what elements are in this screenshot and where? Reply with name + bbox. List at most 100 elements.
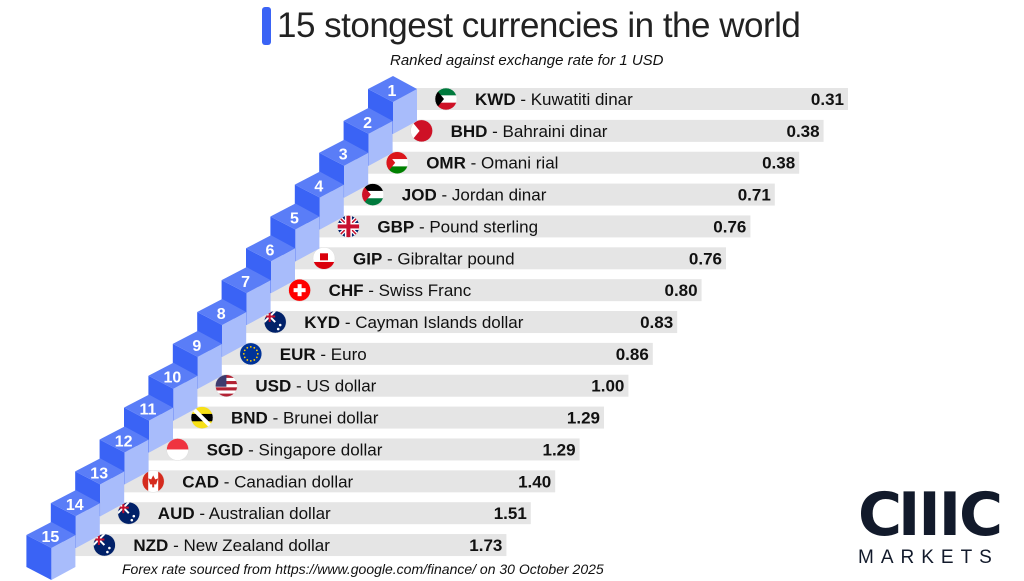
chart-title: 15 stongest currencies in the world — [277, 6, 801, 45]
rank-step: 15 — [26, 522, 76, 581]
bar — [326, 183, 775, 206]
gibraltar-flag-icon — [312, 247, 336, 270]
value-label: 0.80 — [665, 281, 698, 300]
bar — [278, 247, 726, 270]
currency-code: CHF — [329, 281, 364, 300]
currency-row: AUD - Australian dollar 1.51 — [82, 501, 531, 525]
currency-code: OMR — [426, 154, 466, 173]
currency-name: - Canadian dollar — [219, 472, 354, 491]
currency-name: - Brunei dollar — [268, 409, 379, 428]
bar — [180, 374, 629, 397]
rank-number: 12 — [115, 433, 133, 450]
bar — [82, 502, 531, 525]
currency-row: BND - Brunei dollar 1.29 — [156, 406, 604, 429]
value-label: 0.86 — [616, 345, 649, 364]
currency-label: USD - US dollar — [255, 377, 376, 396]
uk-flag-icon — [337, 215, 360, 238]
new-zealand-flag-icon — [93, 533, 116, 557]
currency-label: BND - Brunei dollar — [231, 409, 379, 428]
rank-number: 9 — [192, 338, 201, 355]
currency-row: KYD - Cayman Islands dollar 0.83 — [229, 310, 678, 334]
rank-number: 13 — [90, 465, 108, 482]
currency-code: CAD — [182, 472, 219, 491]
currency-name: - Gibraltar pound — [382, 249, 514, 268]
cayman-islands-flag-icon — [263, 310, 287, 334]
title-block: 15 stongest currencies in the world — [262, 6, 801, 46]
currency-label: KWD - Kuwatiti dinar — [475, 90, 633, 109]
currency-code: KWD — [475, 90, 516, 109]
currency-code: EUR — [280, 345, 316, 364]
currency-name: - New Zealand dollar — [168, 536, 330, 555]
currency-name: - Bahraini dinar — [487, 122, 607, 141]
brunei-flag-icon — [190, 406, 214, 429]
value-label: 0.83 — [640, 313, 673, 332]
switzerland-flag-icon — [288, 278, 311, 302]
rank-step: 9 — [172, 330, 222, 389]
jordan-flag-icon — [361, 183, 385, 206]
currency-code: GIP — [353, 249, 382, 268]
eu-flag-icon — [239, 342, 263, 366]
bar — [58, 534, 507, 557]
currency-label: NZD - New Zealand dollar — [133, 536, 330, 555]
currency-row: BHD - Bahraini dinar 0.38 — [375, 119, 824, 143]
bar — [253, 279, 702, 302]
kuwait-flag-icon — [434, 87, 458, 111]
rank-number: 10 — [164, 370, 182, 387]
currency-row: OMR - Omani rial 0.38 — [351, 151, 800, 174]
currency-row: EUR - Euro 0.86 — [204, 342, 653, 366]
value-label: 1.29 — [567, 409, 600, 428]
rank-number: 6 — [266, 242, 275, 259]
rank-number: 8 — [217, 306, 226, 323]
rank-number: 15 — [42, 529, 60, 546]
rank-step: 5 — [270, 203, 320, 262]
value-label: 0.31 — [811, 90, 844, 109]
value-label: 0.38 — [787, 122, 820, 141]
currency-row: NZD - New Zealand dollar 1.73 — [58, 533, 507, 557]
value-label: 1.73 — [469, 536, 502, 555]
currency-name: - Kuwatiti dinar — [516, 90, 633, 109]
australia-flag-icon — [117, 501, 141, 525]
currency-name: - Singapore dollar — [243, 440, 382, 459]
currency-row: JOD - Jordan dinar 0.71 — [326, 183, 775, 206]
chart-subtitle: Ranked against exchange rate for 1 USD — [390, 52, 664, 69]
currency-code: AUD — [158, 504, 195, 523]
cmc-markets-logo: CIIIC MARKETS — [858, 485, 1008, 569]
value-label: 1.40 — [518, 472, 551, 491]
rank-number: 7 — [241, 274, 250, 291]
rank-number: 5 — [290, 210, 299, 227]
currency-code: JOD — [402, 186, 437, 205]
currency-name: - US dollar — [291, 377, 376, 396]
bar — [156, 406, 604, 429]
bar — [204, 342, 653, 365]
currency-row: GBP - Pound sterling 0.76 — [302, 215, 751, 238]
rank-number: 2 — [363, 115, 372, 132]
oman-flag-icon — [385, 151, 409, 174]
value-label: 0.71 — [738, 186, 771, 205]
currency-label: OMR - Omani rial — [426, 154, 558, 173]
currency-label: AUD - Australian dollar — [158, 504, 331, 523]
currency-label: EUR - Euro — [280, 345, 367, 364]
currency-row: CAD - Canadian dollar 1.40 — [107, 470, 556, 493]
currency-code: KYD — [304, 313, 340, 332]
rank-step: 13 — [75, 458, 125, 517]
currency-code: GBP — [377, 217, 414, 236]
value-label: 1.51 — [494, 504, 527, 523]
currency-name: - Euro — [316, 345, 367, 364]
currency-code: USD — [255, 377, 291, 396]
currency-label: GBP - Pound sterling — [377, 217, 538, 236]
currency-label: SGD - Singapore dollar — [207, 440, 383, 459]
value-label: 0.38 — [762, 154, 795, 173]
currency-label: BHD - Bahraini dinar — [451, 122, 608, 141]
currency-row: SGD - Singapore dollar 1.29 — [131, 438, 580, 461]
value-label: 0.76 — [713, 217, 746, 236]
bar — [107, 470, 556, 493]
rank-step: 7 — [221, 267, 271, 326]
currency-name: - Australian dollar — [195, 504, 331, 523]
currency-label: CAD - Canadian dollar — [182, 472, 353, 491]
bar — [351, 151, 800, 174]
bar — [302, 215, 751, 238]
rank-number: 11 — [140, 402, 157, 419]
bar — [375, 119, 824, 142]
logo-mark: CIIIC — [858, 480, 1003, 550]
